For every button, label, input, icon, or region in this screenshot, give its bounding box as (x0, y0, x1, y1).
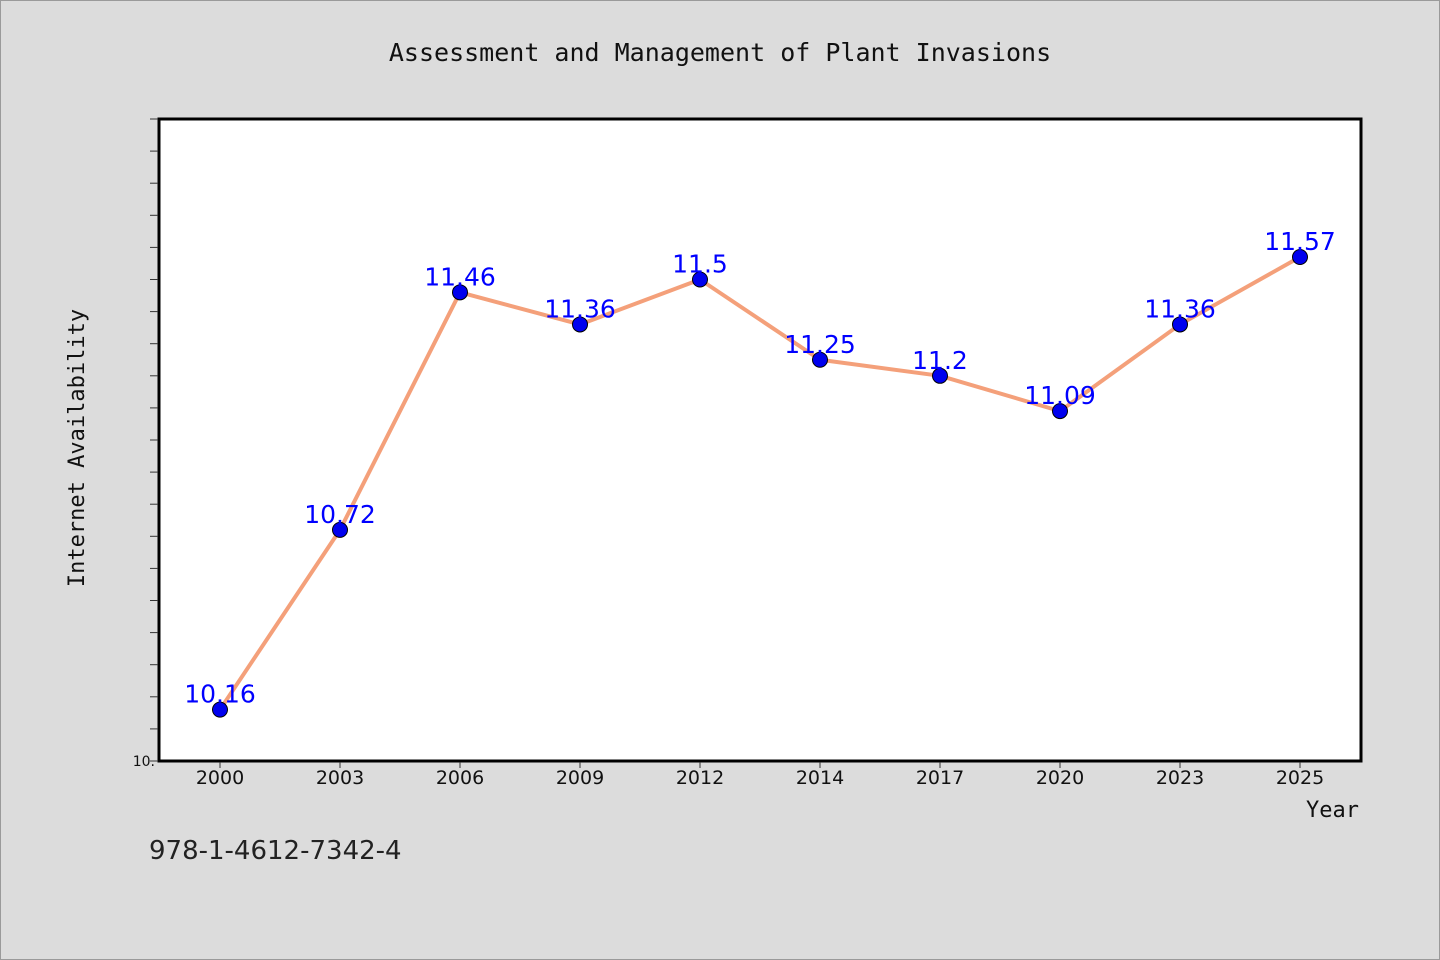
x-axis-ticks: 2000 2003 2006 2009 2012 2014 2017 2020 2023 2025 (196, 762, 1324, 789)
data-point (692, 271, 708, 288)
data-point (1052, 403, 1068, 420)
data-point (932, 367, 948, 384)
x-tick-label: 2012 (676, 767, 724, 789)
x-tick-label: 2017 (916, 767, 964, 789)
data-point (212, 701, 228, 718)
data-labels: 10.16 10.72 11.46 11.36 11.5 11.25 11.2 11.09 11… (184, 227, 1336, 709)
series-line-group (218, 255, 1302, 712)
data-point (812, 351, 828, 368)
y-tick-label: 10. (133, 754, 155, 770)
chart-title: Assessment and Management of Plant Invas… (389, 38, 1051, 67)
data-label: 11.09 (1024, 381, 1096, 410)
data-label: 11.36 (1144, 294, 1216, 323)
data-label: 11.2 (912, 346, 968, 375)
x-tick-label: 2003 (316, 767, 364, 789)
series-line (218, 255, 1302, 712)
x-tick-label: 2009 (556, 767, 604, 789)
y-axis-title: Internet Availability (65, 309, 90, 587)
data-point (1172, 316, 1188, 333)
isbn-text: 978-1-4612-7342-4 (149, 836, 402, 866)
x-tick-label: 2014 (796, 767, 844, 789)
data-point (572, 316, 588, 333)
y-axis-ticks: 10. (133, 118, 158, 770)
x-tick-label: 2000 (196, 767, 244, 789)
data-label: 11.25 (784, 330, 856, 359)
data-point (332, 521, 348, 538)
x-tick-label: 2025 (1276, 767, 1324, 789)
data-point (452, 284, 468, 301)
data-label: 10.72 (304, 500, 376, 529)
x-axis-title: Year (1306, 798, 1359, 823)
x-tick-label: 2023 (1156, 767, 1204, 789)
data-label: 11.5 (672, 250, 728, 279)
data-label: 10.16 (184, 680, 256, 709)
series-markers (212, 249, 1308, 718)
x-tick-label: 2006 (436, 767, 484, 789)
data-point (1292, 249, 1308, 266)
plot-area (157, 117, 1363, 763)
data-label: 11.57 (1264, 227, 1336, 256)
data-label: 11.36 (544, 294, 616, 323)
x-tick-label: 2020 (1036, 767, 1084, 789)
data-label: 11.46 (424, 262, 496, 291)
